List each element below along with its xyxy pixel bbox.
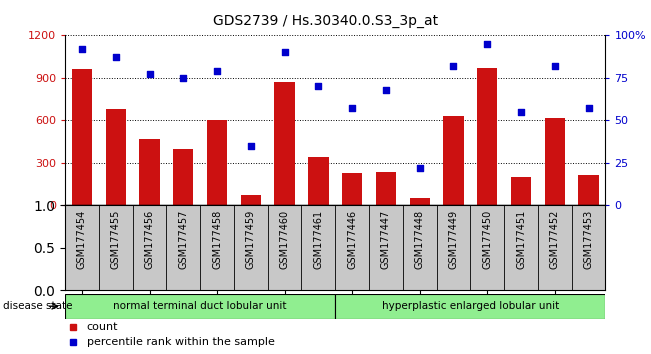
Text: normal terminal duct lobular unit: normal terminal duct lobular unit bbox=[113, 301, 287, 311]
Bar bbox=[578, 175, 599, 205]
Text: GSM177454: GSM177454 bbox=[77, 210, 87, 269]
Bar bbox=[409, 198, 430, 205]
Point bbox=[449, 63, 459, 69]
Text: GSM177459: GSM177459 bbox=[246, 210, 256, 269]
Text: GSM177452: GSM177452 bbox=[550, 210, 560, 269]
Text: GSM177460: GSM177460 bbox=[280, 210, 290, 269]
Point bbox=[212, 68, 222, 74]
Bar bbox=[309, 157, 329, 205]
Text: count: count bbox=[87, 321, 118, 332]
FancyBboxPatch shape bbox=[65, 294, 335, 319]
Bar bbox=[105, 109, 126, 205]
Point bbox=[549, 63, 560, 69]
Bar bbox=[139, 139, 159, 205]
Text: percentile rank within the sample: percentile rank within the sample bbox=[87, 337, 275, 348]
Bar bbox=[342, 173, 363, 205]
Text: hyperplastic enlarged lobular unit: hyperplastic enlarged lobular unit bbox=[381, 301, 559, 311]
Text: GSM177453: GSM177453 bbox=[583, 210, 594, 269]
Bar bbox=[376, 172, 396, 205]
Point bbox=[381, 87, 391, 93]
Point bbox=[145, 72, 155, 77]
Text: GSM177456: GSM177456 bbox=[145, 210, 154, 269]
Text: GSM177457: GSM177457 bbox=[178, 210, 188, 269]
Point bbox=[245, 143, 256, 149]
Point bbox=[77, 46, 87, 52]
Text: GSM177447: GSM177447 bbox=[381, 210, 391, 269]
Point bbox=[583, 105, 594, 111]
Point bbox=[516, 109, 526, 115]
Point bbox=[178, 75, 189, 81]
Text: GSM177458: GSM177458 bbox=[212, 210, 222, 269]
Text: GSM177449: GSM177449 bbox=[449, 210, 458, 269]
Point bbox=[347, 105, 357, 111]
Bar bbox=[207, 120, 227, 205]
FancyBboxPatch shape bbox=[335, 294, 605, 319]
Text: GSM177461: GSM177461 bbox=[313, 210, 324, 269]
Bar bbox=[72, 69, 92, 205]
Text: GSM177455: GSM177455 bbox=[111, 210, 120, 269]
Point bbox=[313, 84, 324, 89]
Text: disease state: disease state bbox=[3, 301, 73, 311]
Text: GSM177448: GSM177448 bbox=[415, 210, 424, 269]
Bar bbox=[275, 82, 295, 205]
Bar bbox=[241, 195, 261, 205]
Text: GSM177446: GSM177446 bbox=[347, 210, 357, 269]
Text: GDS2739 / Hs.30340.0.S3_3p_at: GDS2739 / Hs.30340.0.S3_3p_at bbox=[213, 14, 438, 28]
Bar bbox=[443, 116, 464, 205]
Text: GSM177450: GSM177450 bbox=[482, 210, 492, 269]
Bar bbox=[173, 149, 193, 205]
Point bbox=[415, 165, 425, 171]
Text: GSM177451: GSM177451 bbox=[516, 210, 526, 269]
Bar bbox=[477, 68, 497, 205]
Bar bbox=[545, 118, 565, 205]
Bar bbox=[511, 177, 531, 205]
Point bbox=[111, 55, 121, 60]
Point bbox=[279, 50, 290, 55]
Point bbox=[482, 41, 492, 47]
